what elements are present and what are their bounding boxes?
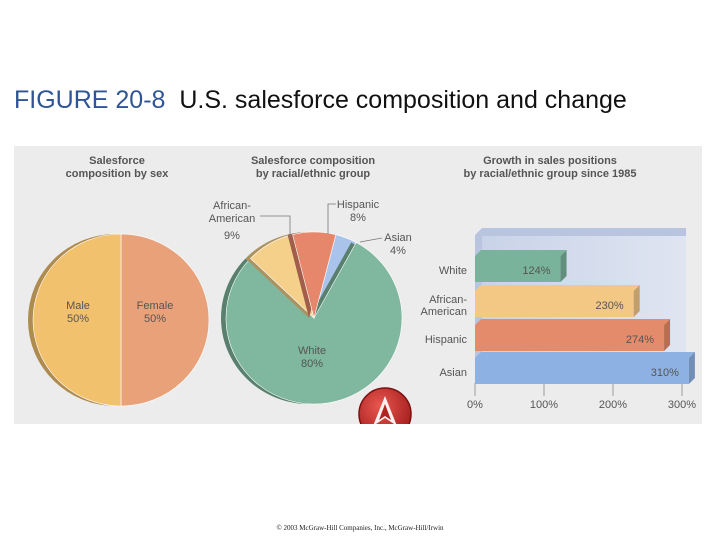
pie-label-white: White — [298, 345, 326, 357]
charts-svg: Salesforce composition by sexMale50%Femal… — [28, 155, 697, 424]
bar-asian — [475, 358, 689, 384]
bar-white — [475, 256, 561, 282]
pie-value-asian: 4% — [390, 245, 406, 257]
bar-hispanic — [475, 325, 665, 351]
pie-label-african-american: African-American — [209, 200, 255, 225]
bar-value-white: 124% — [522, 265, 550, 277]
chart-title-by-race: Salesforce composition by racial/ethnic g… — [251, 155, 375, 180]
figure-caption: U.S. salesforce composition and change — [179, 86, 627, 114]
x-tick-label: 100% — [530, 399, 558, 411]
pie-slice-white — [225, 242, 403, 405]
bar-category-white: White — [439, 265, 467, 277]
bar-top-white — [475, 250, 567, 256]
slide-title: FIGURE 20-8 U.S. salesforce composition … — [14, 84, 654, 116]
pie-slice-male — [32, 233, 122, 407]
bar-category-african-american: African-American — [421, 294, 468, 318]
pie-value-african-american: 9% — [224, 230, 240, 242]
chart-title-by-sex: Salesforce composition by sex — [66, 155, 170, 180]
x-tick-label: 0% — [467, 399, 483, 411]
chart-title-growth: Growth in sales positions by racial/ethni… — [463, 155, 636, 180]
figure-panel: Salesforce composition by sex Male 50% Femal… — [14, 146, 702, 424]
pie-value-female: 50% — [144, 313, 166, 325]
bar-top-african-american — [475, 285, 640, 291]
pie-value-male: 50% — [67, 313, 89, 325]
bar-value-african-american: 230% — [596, 300, 624, 312]
bar-side-white — [560, 250, 567, 282]
bar-value-asian: 310% — [651, 367, 679, 379]
pie-leader-african-american — [260, 215, 291, 238]
x-tick-label: 300% — [668, 399, 696, 411]
bar-category-asian: Asian — [439, 367, 467, 379]
bar-side-african-american — [633, 285, 640, 317]
pie-label-hispanic: Hispanic — [337, 199, 380, 211]
pie-label-male: Male — [66, 300, 90, 312]
pie-label-asian: Asian — [384, 232, 412, 244]
bar-top-asian — [475, 352, 695, 358]
pie-leader-hispanic — [327, 203, 336, 234]
pie-slice-female — [120, 233, 210, 407]
copyright-footer: © 2003 McGraw-Hill Companies, Inc., McGr… — [276, 524, 444, 532]
pie-label-female: Female — [137, 300, 174, 312]
bar-african-american — [475, 291, 634, 317]
pie-chart-by-race: Salesforce composition by racial/ethnic g… — [209, 155, 412, 405]
figure-number: FIGURE 20-8 — [14, 86, 166, 114]
bar-chart-growth: Growth in sales positions by racial/ethni… — [421, 155, 697, 411]
x-tick-label: 200% — [599, 399, 627, 411]
bar-top-hispanic — [475, 319, 671, 325]
bar-side-asian — [688, 352, 695, 384]
pie-value-white: 80% — [301, 358, 323, 370]
bar-value-hispanic: 274% — [626, 334, 654, 346]
mcgraw-hill-logo — [358, 387, 412, 424]
bar-side-hispanic — [664, 319, 671, 351]
pie-leader-asian — [359, 237, 383, 243]
bar-category-hispanic: Hispanic — [425, 334, 468, 346]
pie-value-hispanic: 8% — [350, 212, 366, 224]
pie-chart-by-sex: Salesforce composition by sexMale50%Femal… — [28, 155, 210, 407]
pie-slice-hispanic — [292, 231, 337, 320]
